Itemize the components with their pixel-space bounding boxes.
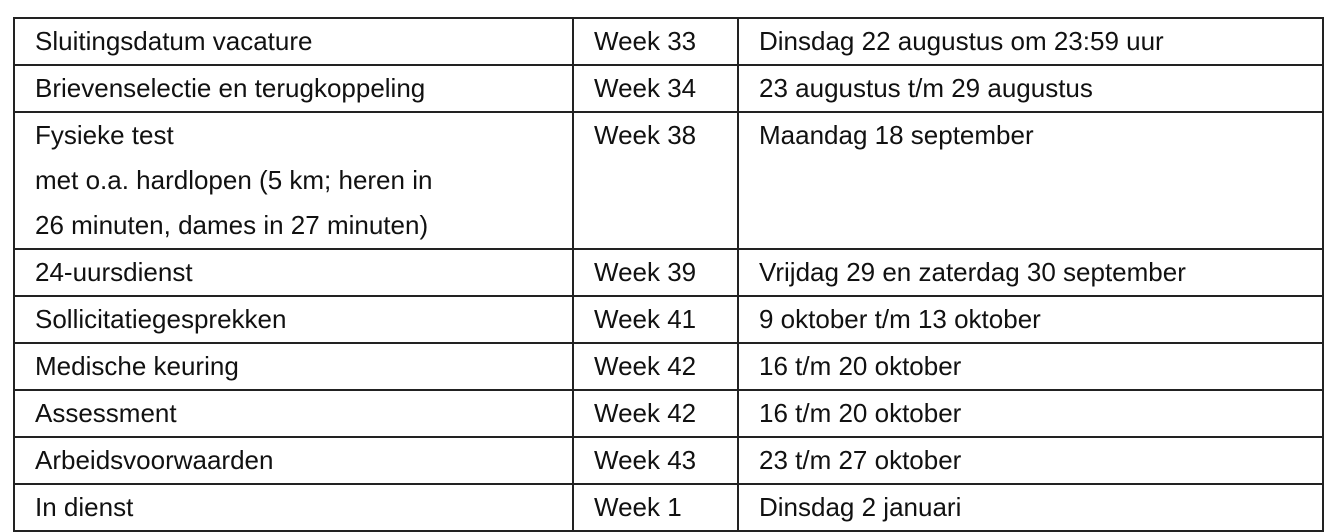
activity-cell: 24-uursdienst xyxy=(13,248,574,297)
activity-cell: In dienst xyxy=(13,483,574,532)
activity-text: met o.a. hardlopen (5 km; heren in xyxy=(35,165,433,195)
activity-cell: Brievenselectie en terugkoppeling xyxy=(13,64,574,113)
week-cell: Week 38 xyxy=(572,111,739,250)
date-cell: 23 augustus t/m 29 augustus xyxy=(737,64,1324,113)
activity-text: 26 minuten, dames in 27 minuten) xyxy=(35,210,429,240)
activity-text: Sollicitatiegesprekken xyxy=(35,304,287,334)
week-cell: Week 33 xyxy=(572,17,739,66)
week-cell: Week 42 xyxy=(572,389,739,438)
week-cell: Week 42 xyxy=(572,342,739,391)
activity-text: 24-uursdienst xyxy=(35,257,193,287)
activity-cell: Sluitingsdatum vacature xyxy=(13,17,574,66)
date-cell: 16 t/m 20 oktober xyxy=(737,342,1324,391)
table-row: Arbeidsvoorwaarden Week 43 23 t/m 27 oktob… xyxy=(13,436,1324,485)
schedule-table: Sluitingsdatum vacature Week 33 Dinsdag 22… xyxy=(13,17,1324,532)
activity-text: In dienst xyxy=(35,492,134,522)
activity-text: Brievenselectie en terugkoppeling xyxy=(35,73,426,103)
date-cell: Dinsdag 22 augustus om 23:59 uur xyxy=(737,17,1324,66)
date-cell: Dinsdag 2 januari xyxy=(737,483,1324,532)
activity-cell: Sollicitatiegesprekken xyxy=(13,295,574,344)
activity-text: Arbeidsvoorwaarden xyxy=(35,445,274,475)
date-cell: 23 t/m 27 oktober xyxy=(737,436,1324,485)
date-cell: 16 t/m 20 oktober xyxy=(737,389,1324,438)
week-cell: Week 34 xyxy=(572,64,739,113)
table-row: Sollicitatiegesprekken Week 41 9 oktober t… xyxy=(13,295,1324,344)
date-cell: 9 oktober t/m 13 oktober xyxy=(737,295,1324,344)
date-cell: Vrijdag 29 en zaterdag 30 september xyxy=(737,248,1324,297)
week-cell: Week 43 xyxy=(572,436,739,485)
activity-text: Fysieke test xyxy=(35,120,174,150)
activity-cell: Fysieke test met o.a. hardlopen (5 km; he… xyxy=(13,111,574,250)
activity-cell: Arbeidsvoorwaarden xyxy=(13,436,574,485)
table-row: Fysieke test met o.a. hardlopen (5 km; he… xyxy=(13,111,1324,250)
table-row: Sluitingsdatum vacature Week 33 Dinsdag 22… xyxy=(13,17,1324,66)
date-cell: Maandag 18 september xyxy=(737,111,1324,250)
table-row: In dienst Week 1 Dinsdag 2 januari xyxy=(13,483,1324,532)
table-row: 24-uursdienst Week 39 Vrijdag 29 en zaterd… xyxy=(13,248,1324,297)
table-row: Assessment Week 42 16 t/m 20 oktober xyxy=(13,389,1324,438)
activity-text: Medische keuring xyxy=(35,351,239,381)
table-row: Brievenselectie en terugkoppeling Week 34… xyxy=(13,64,1324,113)
week-cell: Week 1 xyxy=(572,483,739,532)
table-row: Medische keuring Week 42 16 t/m 20 oktober xyxy=(13,342,1324,391)
activity-cell: Medische keuring xyxy=(13,342,574,391)
activity-text: Assessment xyxy=(35,398,177,428)
week-cell: Week 41 xyxy=(572,295,739,344)
week-cell: Week 39 xyxy=(572,248,739,297)
activity-cell: Assessment xyxy=(13,389,574,438)
activity-text: Sluitingsdatum vacature xyxy=(35,26,313,56)
